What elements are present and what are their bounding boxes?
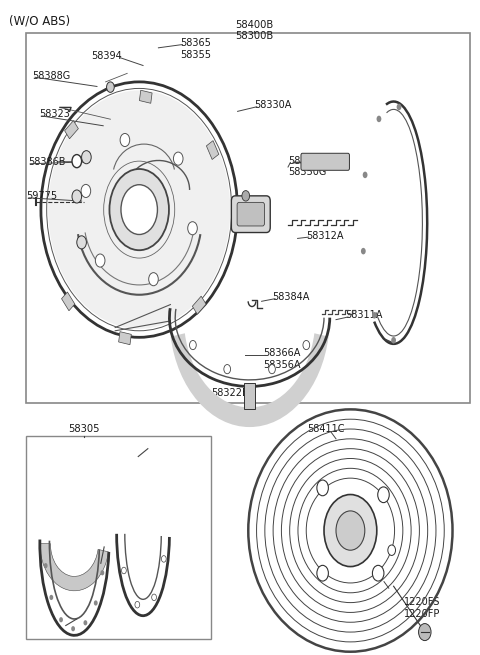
Circle shape <box>372 312 377 318</box>
Circle shape <box>324 495 377 567</box>
Circle shape <box>100 570 104 575</box>
Text: (W/O ABS): (W/O ABS) <box>9 14 70 28</box>
Text: 58323: 58323 <box>39 109 70 119</box>
Circle shape <box>269 365 276 374</box>
Circle shape <box>391 337 396 343</box>
Bar <box>244 383 255 409</box>
Text: 58312A: 58312A <box>306 231 344 240</box>
Circle shape <box>121 567 126 574</box>
Ellipse shape <box>41 82 238 337</box>
Circle shape <box>152 594 156 601</box>
Circle shape <box>317 565 328 581</box>
Circle shape <box>149 272 158 286</box>
Bar <box>119 331 132 345</box>
Circle shape <box>396 103 401 110</box>
Bar <box>192 296 206 314</box>
Text: 58330A: 58330A <box>254 100 292 110</box>
Wedge shape <box>40 544 108 591</box>
Circle shape <box>303 341 310 350</box>
Circle shape <box>388 545 396 555</box>
FancyBboxPatch shape <box>231 196 270 233</box>
Circle shape <box>59 617 63 622</box>
Circle shape <box>84 620 87 626</box>
Circle shape <box>109 169 169 250</box>
Text: 58322B: 58322B <box>212 388 249 398</box>
Circle shape <box>44 563 48 569</box>
Circle shape <box>361 248 366 254</box>
Wedge shape <box>171 333 328 427</box>
Circle shape <box>188 221 197 234</box>
Circle shape <box>135 601 140 608</box>
Text: 58400B
58300B: 58400B 58300B <box>235 20 274 41</box>
FancyBboxPatch shape <box>301 153 349 170</box>
Text: 1220FS
1220FP: 1220FS 1220FP <box>404 597 441 619</box>
Text: 58366A
58356A: 58366A 58356A <box>263 348 300 370</box>
Circle shape <box>372 565 384 581</box>
Circle shape <box>317 480 328 496</box>
Circle shape <box>96 254 105 267</box>
Circle shape <box>72 190 82 203</box>
Text: 58394: 58394 <box>92 51 122 61</box>
Ellipse shape <box>48 90 230 329</box>
Text: 58388G: 58388G <box>33 71 71 81</box>
Circle shape <box>71 626 75 631</box>
Circle shape <box>376 116 381 122</box>
Circle shape <box>94 601 97 606</box>
Circle shape <box>82 151 91 164</box>
Text: 59775: 59775 <box>26 191 58 201</box>
Bar <box>65 121 78 139</box>
Circle shape <box>49 595 53 600</box>
Text: 58411C: 58411C <box>307 424 345 434</box>
Text: 58370
58350G: 58370 58350G <box>288 156 326 178</box>
Circle shape <box>120 134 130 147</box>
FancyBboxPatch shape <box>237 202 264 226</box>
Text: 58311A: 58311A <box>346 310 383 320</box>
Circle shape <box>72 155 82 168</box>
Circle shape <box>419 624 431 641</box>
Text: 58384A: 58384A <box>273 292 310 302</box>
Circle shape <box>336 511 365 550</box>
Circle shape <box>77 236 86 249</box>
Circle shape <box>173 152 183 165</box>
Circle shape <box>121 185 157 234</box>
Text: 58386B: 58386B <box>28 157 65 167</box>
Circle shape <box>81 185 91 198</box>
Circle shape <box>378 487 389 502</box>
Text: 58305: 58305 <box>68 424 100 434</box>
Bar <box>206 141 219 159</box>
Circle shape <box>161 555 166 562</box>
Bar <box>26 33 470 403</box>
Text: 58365
58355: 58365 58355 <box>180 38 211 60</box>
Circle shape <box>107 82 114 92</box>
Circle shape <box>224 365 230 374</box>
Bar <box>26 436 211 639</box>
Circle shape <box>363 172 368 178</box>
Bar <box>61 292 75 310</box>
Bar <box>139 90 152 103</box>
Circle shape <box>190 341 196 350</box>
Circle shape <box>242 191 250 201</box>
